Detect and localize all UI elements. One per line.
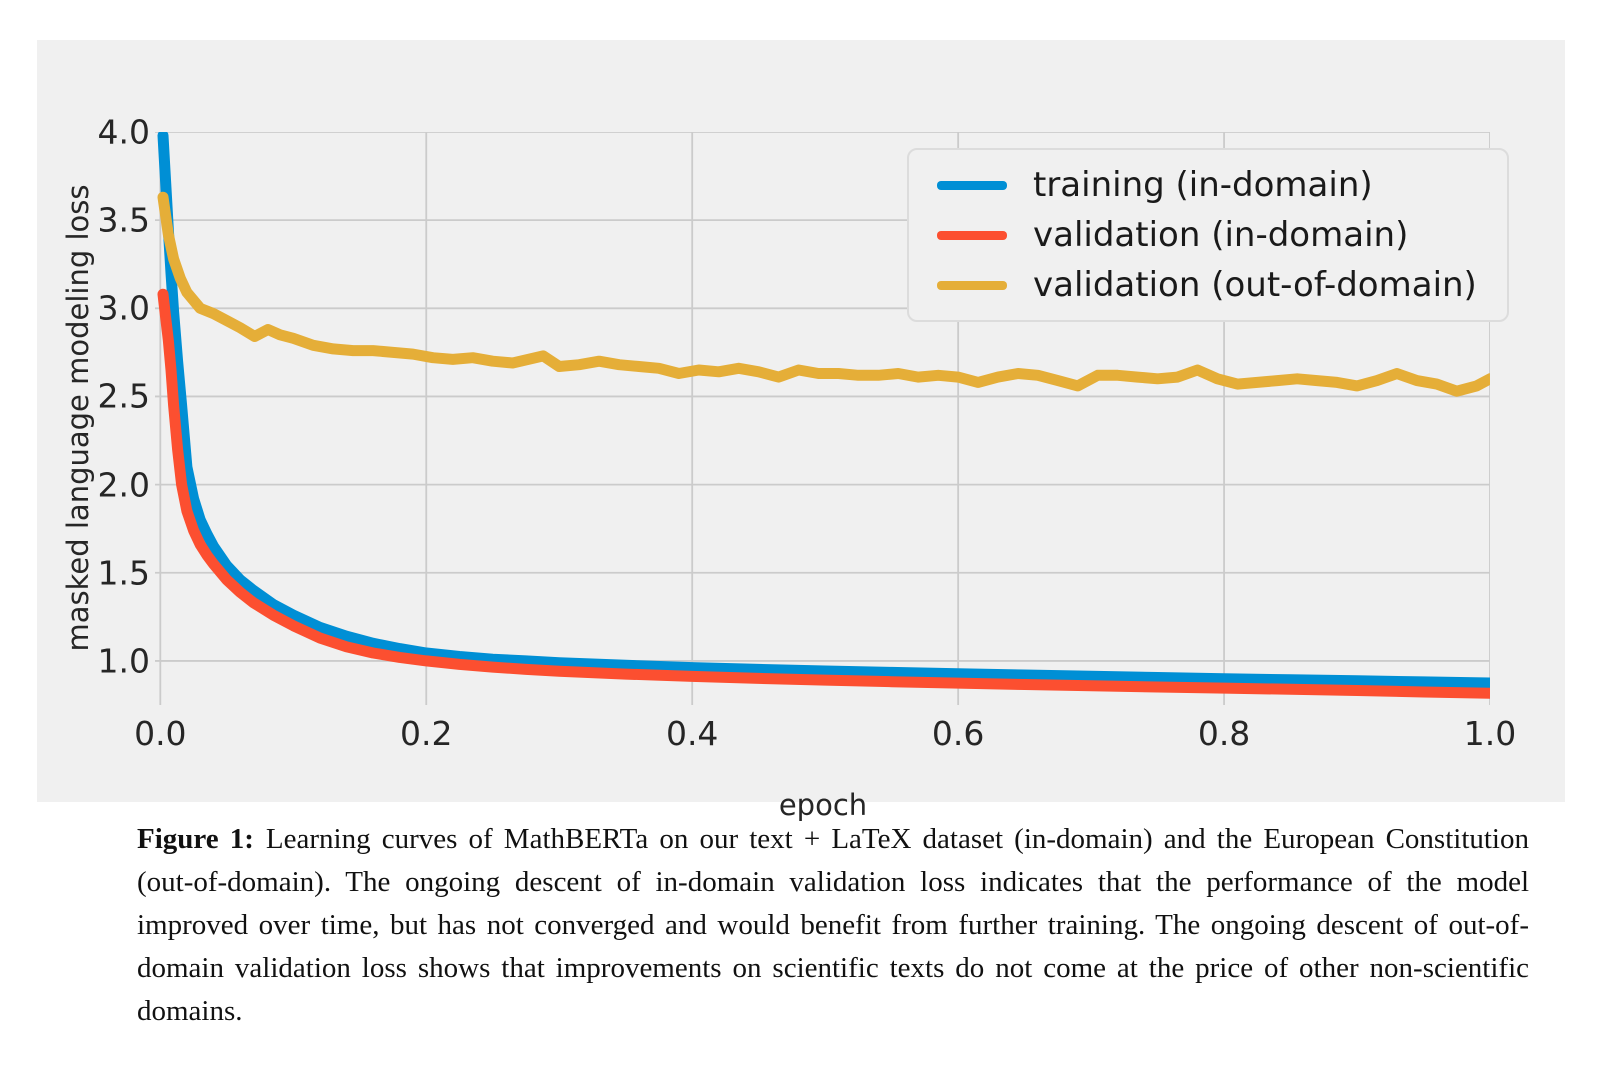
x-tick-label: 0.4 [665, 714, 719, 753]
legend-label: validation (in-domain) [1033, 215, 1409, 255]
legend-swatch [937, 180, 1007, 190]
y-tick-label: 2.0 [97, 465, 150, 505]
legend-swatch [937, 230, 1007, 240]
legend-item-2: validation (out-of-domain) [937, 260, 1477, 310]
y-tick-label: 3.5 [97, 200, 150, 240]
chart-panel: masked language modeling loss 1.0 1.5 2.0 2… [37, 40, 1565, 822]
series-line-2 [157, 191, 1490, 397]
series-line-0 [157, 132, 1490, 689]
figure-caption-label: Figure 1: [137, 823, 254, 855]
legend-swatch [937, 280, 1007, 290]
y-tick-label: 1.5 [97, 553, 150, 593]
x-tick-label: 0.0 [134, 714, 187, 753]
figure-caption: Figure 1: Learning curves of MathBERTa on… [137, 818, 1529, 1033]
learning-curves-plot [155, 132, 1490, 705]
legend-item-1: validation (in-domain) [937, 210, 1477, 260]
y-tick-label: 2.5 [97, 376, 150, 416]
y-tick-label: 1.0 [97, 641, 150, 681]
y-tick-label: 4.0 [97, 112, 150, 152]
y-tick-label: 3.0 [97, 288, 150, 328]
x-tick-label: 0.6 [931, 714, 985, 753]
figure-caption-text: Learning curves of MathBERTa on our text… [137, 823, 1529, 1027]
x-axis-label: epoch [778, 788, 868, 822]
series-line-1 [157, 288, 1490, 699]
chart-legend: training (in-domain) validation (in-domai… [907, 148, 1509, 322]
legend-label: training (in-domain) [1033, 165, 1373, 205]
legend-label: validation (out-of-domain) [1033, 265, 1477, 305]
x-tick-label: 0.2 [400, 714, 453, 753]
x-tick-label: 0.8 [1197, 714, 1251, 753]
legend-item-0: training (in-domain) [937, 160, 1477, 210]
x-tick-label: 1.0 [1463, 714, 1517, 753]
